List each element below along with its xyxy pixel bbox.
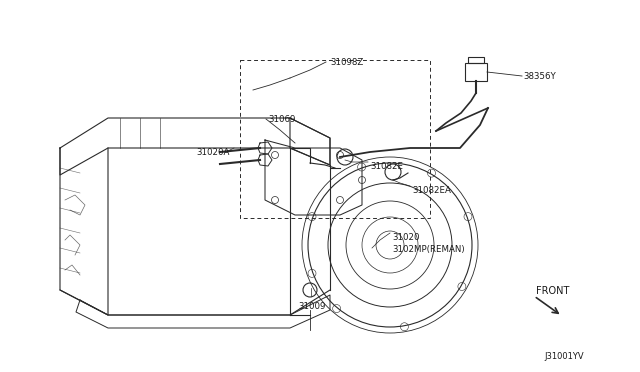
Text: J31001YV: J31001YV [545, 352, 584, 361]
Text: 38356Y: 38356Y [523, 72, 556, 81]
Text: 31069: 31069 [268, 115, 296, 124]
Text: FRONT: FRONT [536, 286, 570, 296]
Text: 31082E: 31082E [370, 162, 403, 171]
Bar [468, 57, 484, 63]
Bar [240, 60, 430, 218]
Text: 31098Z: 31098Z [330, 58, 364, 67]
Text: 3102MP(REMAN): 3102MP(REMAN) [392, 245, 465, 254]
Bar [465, 63, 487, 81]
Text: 31020A: 31020A [196, 148, 229, 157]
Text: 31082EA: 31082EA [412, 186, 451, 195]
Text: 31009: 31009 [298, 302, 326, 311]
Text: 31020: 31020 [392, 233, 419, 242]
